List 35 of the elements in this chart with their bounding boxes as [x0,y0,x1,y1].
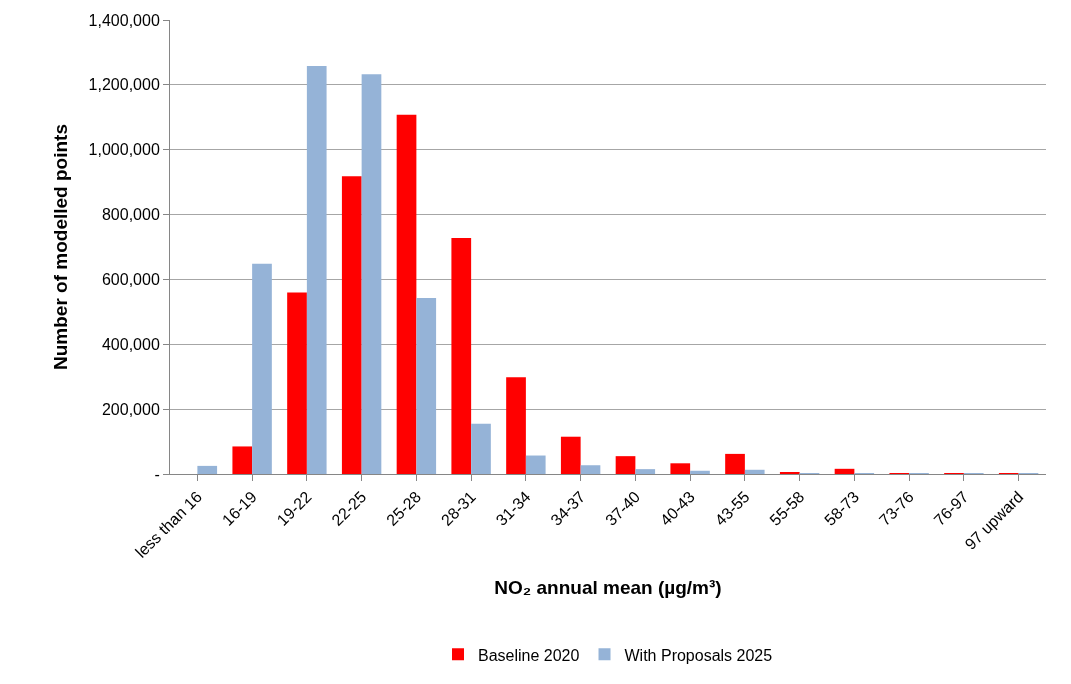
y-tick-label: 1,400,000 [88,11,160,29]
y-tick-label: 600,000 [101,271,160,289]
bar [361,74,382,474]
bar [341,176,362,474]
y-tick-label: 1,000,000 [88,141,160,159]
bar [396,114,417,474]
bar [560,436,581,474]
bar [690,470,710,474]
bar [416,297,437,474]
bar [834,468,855,474]
bar [725,453,745,474]
bar [287,292,307,474]
bar [232,446,253,474]
bar [580,465,601,474]
legend-label: Baseline 2020 [478,646,580,664]
bar [670,463,691,474]
bar [252,263,272,474]
x-axis-title: NO₂ annual mean (µg/m³) [494,576,722,598]
y-tick-label: 1,200,000 [88,76,160,94]
bar [635,469,656,474]
bar [471,423,491,474]
bar [197,465,218,474]
y-tick-label: 200,000 [101,400,160,418]
bar [744,469,765,474]
legend-label: With Proposals 2025 [624,646,773,664]
y-tick-label: 800,000 [101,206,160,224]
bar [506,377,526,474]
y-tick-label: - [154,465,160,483]
y-axis-title: Number of modelled points [50,124,72,370]
bar [451,237,472,474]
y-tick-label: 400,000 [101,335,160,353]
bar [525,455,546,474]
bar [306,66,327,474]
x-tick-label: less than 16 [132,487,206,561]
bar [615,456,636,474]
